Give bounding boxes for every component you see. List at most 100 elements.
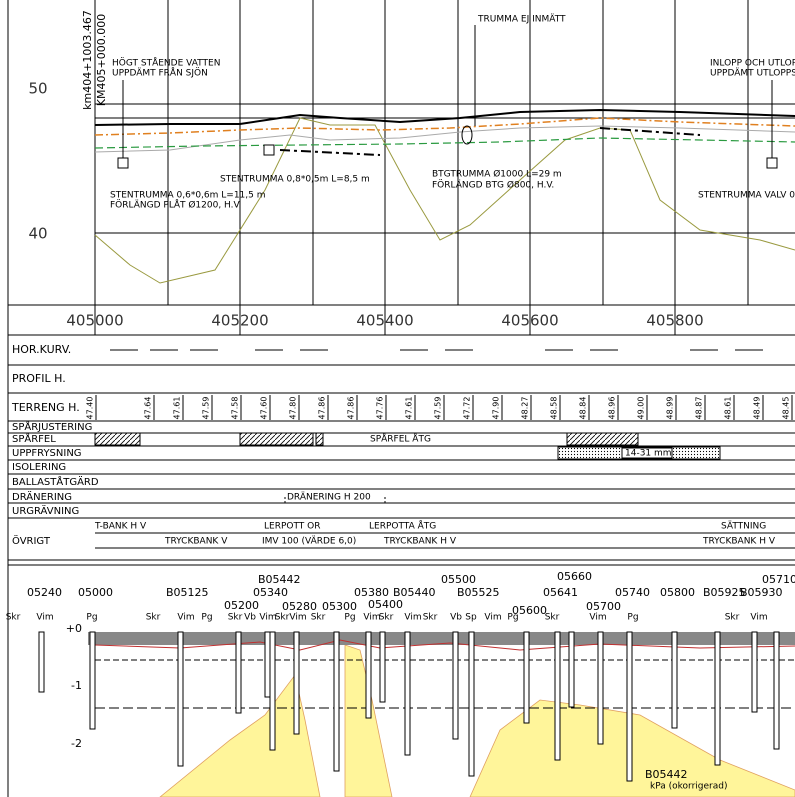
borehole-id: 05300 <box>322 600 357 613</box>
borehole-id: 05710 <box>762 573 795 586</box>
terrain-height: 47.76 <box>376 397 385 420</box>
borehole-id: 05600 <box>512 604 547 617</box>
column-label: Skr <box>379 613 394 623</box>
annotation: STENTRUMMA 0,6*0,6m L=11,5 m <box>110 191 266 201</box>
borehole-id: 05700 <box>586 600 621 613</box>
column-label: Sp <box>465 613 477 623</box>
column-label: Skr <box>228 613 243 623</box>
column-label: Vim <box>363 613 380 623</box>
borehole-column <box>269 631 276 751</box>
column-label: Vim <box>36 613 53 623</box>
borehole-column <box>365 631 372 719</box>
terrain-height: 47.60 <box>260 397 269 420</box>
column-label: Pg <box>344 613 355 623</box>
station-label: KM405+000.000 <box>95 14 108 106</box>
borehole-column <box>568 631 575 708</box>
terrain-height: 48.58 <box>550 397 559 420</box>
column-label: Vim <box>259 613 276 623</box>
borehole-column <box>293 631 300 735</box>
row-text: 14-31 mm <box>625 449 672 459</box>
column-label: Vim <box>750 613 767 623</box>
annotation: UPPDÄMT UTLOPPS <box>710 68 795 79</box>
borehole-column <box>333 631 340 772</box>
borehole-id: 05280 <box>282 600 317 613</box>
borehole-id: 05380 <box>354 586 389 599</box>
column-label: Skr <box>545 613 560 623</box>
borehole-column <box>468 631 475 777</box>
chainage: 405400 <box>356 312 413 330</box>
borehole-column <box>751 631 758 713</box>
row-label: ÖVRIGT <box>12 534 51 547</box>
annotation: STENTRUMMA 0,8*0,5m L=8,5 m <box>220 175 370 185</box>
row-text: TRYCKBANK H V <box>702 537 776 547</box>
borehole-id: 05400 <box>368 598 403 611</box>
borehole-column <box>89 631 96 730</box>
borehole-id: B05125 <box>166 586 209 599</box>
borehole-column <box>404 631 411 756</box>
borehole-column <box>379 631 386 703</box>
terrain-height: 48.87 <box>695 397 704 420</box>
frame <box>7 0 795 797</box>
chainage: 405600 <box>501 312 558 330</box>
row-text: LERPOTT OR <box>264 522 321 532</box>
borehole-id: 05200 <box>224 599 259 612</box>
chainage: 405800 <box>646 312 703 330</box>
column-label: Vb <box>244 613 256 623</box>
borehole-id: B05442 <box>258 573 301 586</box>
borehole-column <box>626 631 633 782</box>
annotation: FÖRLÄNGD BTG Ø800, H.V. <box>432 180 554 191</box>
terrain-height: 48.45 <box>782 397 791 420</box>
borehole-column <box>523 631 530 724</box>
terrain-height: 47.58 <box>231 397 240 420</box>
row-text: T-BANK H V <box>94 522 147 532</box>
column-label: Skr <box>146 613 161 623</box>
terrain-height: 47.61 <box>405 397 414 420</box>
column-label: Skr <box>311 613 326 623</box>
borehole-id: 05500 <box>441 573 476 586</box>
borehole-column <box>773 631 780 750</box>
depth-label: +0 <box>66 622 82 635</box>
borehole-id: 05340 <box>253 586 288 599</box>
column-label: Vb <box>450 613 462 623</box>
terrain-height: 47.40 <box>86 397 95 420</box>
borehole-id: B05925 <box>703 586 746 599</box>
row-text: DRÄNERING H 200 <box>287 492 371 503</box>
terrain-height: 47.80 <box>289 397 298 420</box>
terrain-height: 48.84 <box>579 397 588 420</box>
terrain-height: 48.99 <box>666 397 675 420</box>
row-label: UPPFRYSNING <box>12 448 82 459</box>
annotation: FÖRLÄNGD PLÅT Ø1200, H.V. <box>110 199 241 211</box>
result-id: B05442 <box>645 768 688 781</box>
column-label: Pg <box>201 613 212 623</box>
row-text: TRYCKBANK H V <box>383 537 457 547</box>
terrain-height: 47.86 <box>318 397 327 420</box>
row-label: DRÄNERING <box>12 490 72 503</box>
column-label: Vim <box>484 613 501 623</box>
terrain-height: 48.49 <box>753 397 762 420</box>
borehole-column <box>264 631 271 698</box>
borehole-column <box>177 631 184 767</box>
borehole-id: 05740 <box>615 586 650 599</box>
terrain-height: 49.00 <box>637 397 646 420</box>
row-label: PROFIL H. <box>12 372 66 385</box>
terrain-height: 48.27 <box>521 397 530 420</box>
terrain-height: 48.61 <box>724 397 733 420</box>
row-label: SPÅRFEL <box>12 432 56 445</box>
borehole-id: 05240 <box>27 586 62 599</box>
terrain-height: 47.59 <box>202 397 211 420</box>
column-label: Skr <box>6 613 21 623</box>
result-unit: kPa (okorrigerad) <box>650 782 727 792</box>
depth-label: -1 <box>71 679 82 692</box>
chainage: 405000 <box>66 312 123 330</box>
station-label: km404+1003.467 <box>81 10 94 110</box>
column-label: Pg <box>86 613 97 623</box>
borehole-column <box>671 631 678 729</box>
column-label: Skr <box>423 613 438 623</box>
column-label: Pg <box>507 613 518 623</box>
borehole-column <box>452 631 459 740</box>
terrain-height: 47.72 <box>463 397 472 420</box>
borehole-column <box>554 631 561 761</box>
level-label: 50 <box>28 80 47 98</box>
column-label: Vim <box>177 613 194 623</box>
